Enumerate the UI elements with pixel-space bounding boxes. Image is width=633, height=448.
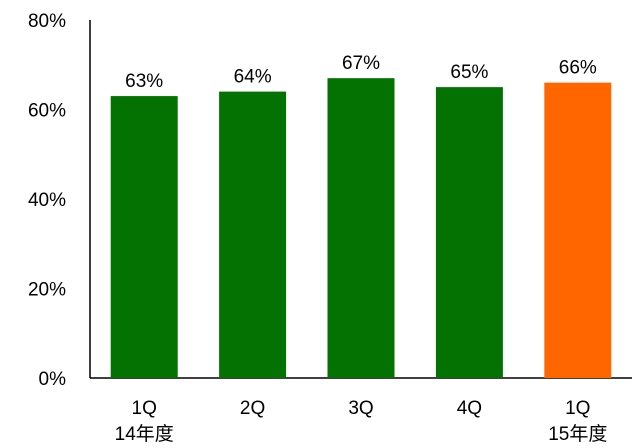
data-label: 66% bbox=[559, 58, 597, 79]
data-label: 67% bbox=[342, 53, 380, 74]
bar bbox=[219, 91, 287, 378]
x-tick-label: 2Q bbox=[240, 398, 265, 419]
y-tick-label: 40% bbox=[28, 190, 66, 211]
category-labels: 1Q 14年度 2Q 3Q 4Q 1Q 15年度 bbox=[115, 398, 608, 445]
bar bbox=[327, 78, 395, 379]
y-tick-label: 80% bbox=[28, 11, 66, 32]
x-tick-label: 3Q bbox=[348, 398, 373, 419]
data-label: 63% bbox=[125, 71, 163, 92]
bar bbox=[435, 87, 503, 378]
bar bbox=[110, 96, 178, 378]
y-tick-label: 20% bbox=[28, 280, 66, 301]
x-tick-label: 4Q bbox=[457, 398, 482, 419]
data-label: 64% bbox=[234, 67, 272, 88]
data-label: 65% bbox=[450, 62, 488, 83]
bar bbox=[544, 82, 612, 379]
x-tick-sublabel: 14年度 bbox=[115, 423, 174, 445]
x-tick-label: 1Q bbox=[132, 398, 157, 419]
x-tick-label: 1Q bbox=[565, 398, 590, 419]
bars bbox=[110, 78, 612, 379]
y-tick-labels: 0% 20% 40% 60% 80% bbox=[28, 11, 66, 390]
x-tick-sublabel: 15年度 bbox=[548, 423, 607, 445]
y-tick-label: 0% bbox=[39, 369, 67, 390]
y-tick-label: 60% bbox=[28, 101, 66, 122]
data-labels: 63% 64% 67% 65% 66% bbox=[125, 53, 597, 92]
